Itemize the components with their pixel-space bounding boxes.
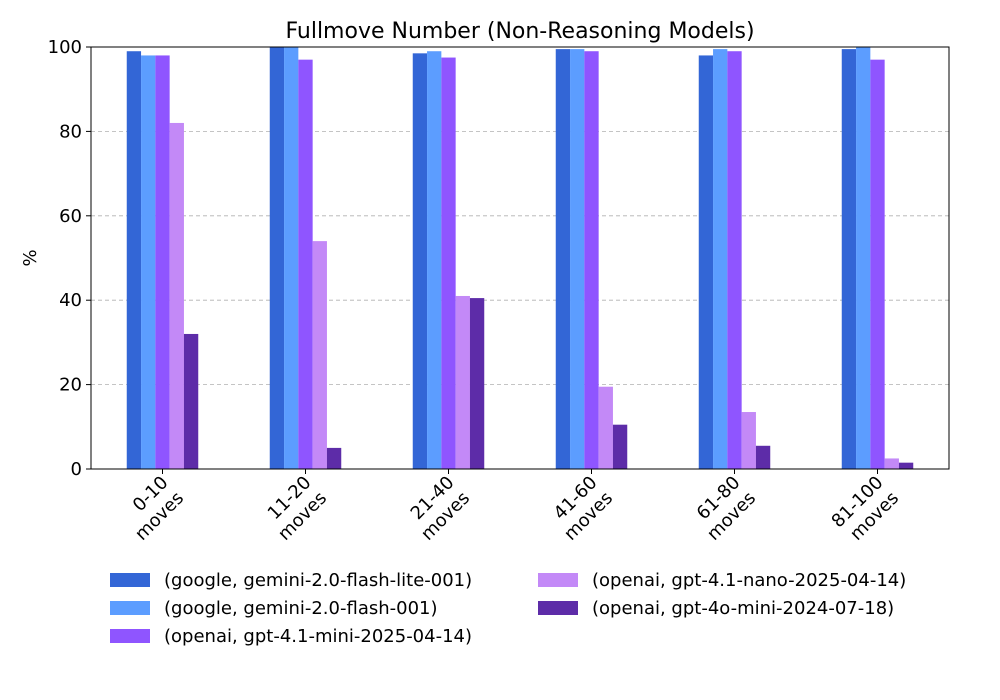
bar: [326, 447, 342, 469]
bar: [441, 57, 456, 470]
chart-title: Fullmove Number (Non-Reasoning Models): [285, 19, 754, 44]
bar: [455, 295, 470, 469]
x-tick-label: 81-100moves: [828, 472, 903, 547]
bar: [298, 59, 313, 469]
legend-item: (google, gemini-2.0-flash-lite-001): [110, 566, 538, 594]
x-tick-label: 61-80moves: [687, 472, 760, 545]
y-tick-label: 20: [59, 375, 82, 396]
bar: [898, 462, 914, 469]
legend-item: (google, gemini-2.0-flash-001): [110, 594, 538, 622]
bar: [284, 47, 299, 469]
legend-label: (openai, gpt-4o-mini-2024-07-18): [592, 597, 895, 619]
legend-item: (openai, gpt-4.1-mini-2025-04-14): [110, 622, 538, 650]
bar: [755, 445, 771, 469]
bar: [555, 49, 571, 470]
y-tick-label: 60: [59, 206, 82, 227]
x-ticks: 0-10moves 11-20moves 21-40moves 41-60moves 6…: [115, 469, 903, 547]
chart-svg: Fullmove Number (Non-Reasoning Models) %…: [20, 19, 950, 547]
x-tick-label: 21-40moves: [401, 472, 474, 545]
bar: [741, 412, 756, 469]
legend-label: (openai, gpt-4.1-mini-2025-04-14): [164, 625, 473, 647]
y-tick-label: 80: [59, 121, 82, 142]
svg-text:11-20moves: 11-20moves: [258, 472, 331, 545]
legend-swatch: [538, 601, 578, 615]
bar: [412, 53, 428, 470]
grid-layer: [91, 130, 949, 386]
svg-text:21-40moves: 21-40moves: [401, 472, 474, 545]
y-tick-label: 0: [71, 459, 82, 480]
svg-text:61-80moves: 61-80moves: [687, 472, 760, 545]
bar: [155, 55, 170, 469]
bar: [698, 55, 714, 469]
x-tick-label: 41-60moves: [544, 472, 617, 545]
legend-item: (openai, gpt-4.1-nano-2025-04-14): [538, 566, 958, 594]
svg-text:0-10moves: 0-10moves: [115, 472, 188, 545]
bar: [841, 49, 857, 470]
legend-item: (openai, gpt-4o-mini-2024-07-18): [538, 594, 958, 622]
legend-label: (google, gemini-2.0-flash-lite-001): [164, 569, 473, 591]
svg-text:41-60moves: 41-60moves: [544, 472, 617, 545]
legend-swatch: [110, 573, 150, 587]
legend-label: (openai, gpt-4.1-nano-2025-04-14): [592, 569, 907, 591]
svg-text:81-100moves: 81-100moves: [828, 472, 903, 547]
bar: [312, 241, 327, 469]
bar: [870, 59, 885, 469]
bar: [427, 51, 442, 469]
bar: [612, 424, 628, 469]
y-tick-label: 100: [48, 37, 82, 58]
legend-swatch: [110, 629, 150, 643]
bar: [269, 47, 285, 469]
bar: [584, 51, 599, 469]
bar: [469, 298, 485, 469]
bars-layer: [126, 47, 914, 470]
legend-label: (google, gemini-2.0-flash-001): [164, 597, 438, 619]
bar: [141, 55, 156, 469]
y-ticks: 0 20 40 60 80 100: [48, 37, 91, 480]
bar: [727, 51, 742, 469]
legend-swatch: [538, 573, 578, 587]
bar: [713, 49, 728, 470]
bar: [884, 458, 899, 469]
x-tick-label: 0-10moves: [115, 472, 188, 545]
legend: (google, gemini-2.0-flash-lite-001) (goog…: [110, 566, 970, 650]
legend-swatch: [110, 601, 150, 615]
x-tick-label: 11-20moves: [258, 472, 331, 545]
bar: [183, 333, 199, 469]
plot-frame: [90, 46, 950, 470]
bar: [598, 386, 613, 469]
bar: [856, 47, 871, 469]
bar: [169, 122, 184, 470]
y-axis-label: %: [20, 249, 41, 266]
bar: [126, 51, 142, 469]
bar: [570, 49, 585, 470]
y-tick-label: 40: [59, 290, 82, 311]
